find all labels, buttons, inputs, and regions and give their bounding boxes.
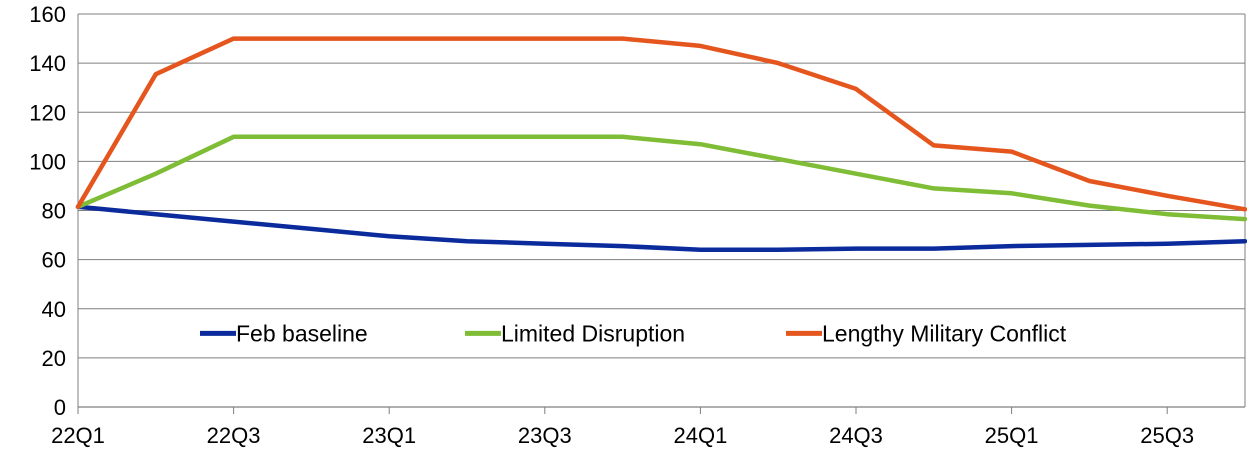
y-tick-label: 60 [42,248,66,273]
x-tick-label: 25Q1 [985,423,1039,448]
y-tick-label: 40 [42,297,66,322]
legend-label-1: Limited Disruption [501,320,685,346]
series-line-0 [75,204,1247,253]
x-tick-label: 23Q3 [518,423,572,448]
y-tick-label: 20 [42,346,66,371]
series-line-1 [75,134,1247,222]
legend: Feb baseline Limited Disruption Lengthy Mi… [200,320,1067,346]
y-tick-label: 120 [29,100,66,125]
y-tick-label: 140 [29,51,66,76]
gridlines [78,13,1245,359]
series-line-2 [75,36,1247,212]
x-tick-label: 22Q1 [51,423,105,448]
y-tick-label: 0 [54,395,66,420]
x-tick-label: 23Q1 [362,423,416,448]
y-tick-label: 100 [29,149,66,174]
x-tick-label: 24Q3 [829,423,883,448]
y-tick-label: 160 [29,2,66,27]
axes: 0 20 40 60 80 100 120 140 160 22Q1 22Q3 23Q1 23Q3 24Q… [29,2,1246,448]
legend-label-2: Lengthy Military Conflict [822,320,1067,346]
y-tick-label: 80 [42,199,66,224]
x-tick-label: 24Q1 [673,423,727,448]
legend-label-0: Feb baseline [236,320,368,346]
x-tick-label: 22Q3 [207,423,261,448]
x-tick-label: 25Q3 [1140,423,1194,448]
series-lines [75,36,1247,253]
